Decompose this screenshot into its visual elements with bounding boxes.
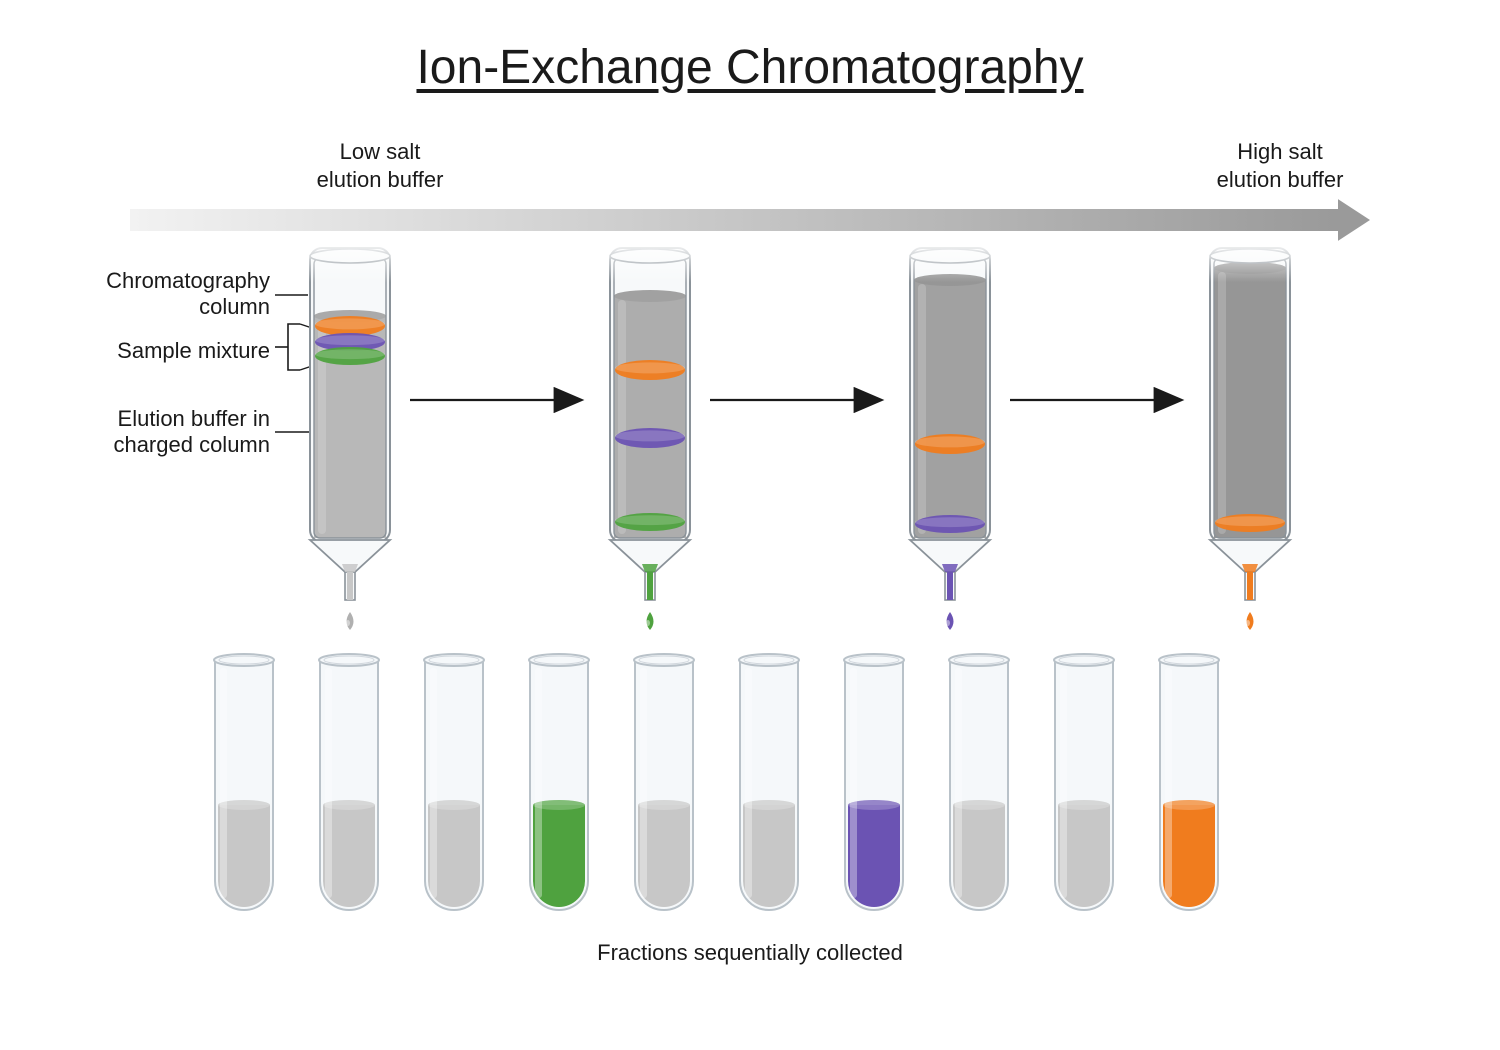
salt-gradient-arrow	[130, 199, 1370, 241]
eluate-drops	[346, 612, 1254, 630]
tube-9	[1054, 654, 1114, 910]
column-3	[908, 240, 992, 600]
tube-10	[1159, 654, 1219, 910]
column-1	[308, 240, 392, 600]
collection-tubes	[214, 654, 1219, 910]
tube-5	[634, 654, 694, 910]
tube-1	[214, 654, 274, 910]
tube-8	[949, 654, 1009, 910]
tube-4	[529, 654, 589, 910]
diagram-svg	[0, 0, 1500, 1050]
column-2	[608, 240, 692, 600]
tube-7	[844, 654, 904, 910]
tube-2	[319, 654, 379, 910]
tube-6	[739, 654, 799, 910]
diagram-container: Ion-Exchange Chromatography Low saltelut…	[0, 0, 1500, 1050]
column-4	[1208, 240, 1292, 600]
tube-3	[424, 654, 484, 910]
chromatography-columns	[308, 240, 1292, 600]
